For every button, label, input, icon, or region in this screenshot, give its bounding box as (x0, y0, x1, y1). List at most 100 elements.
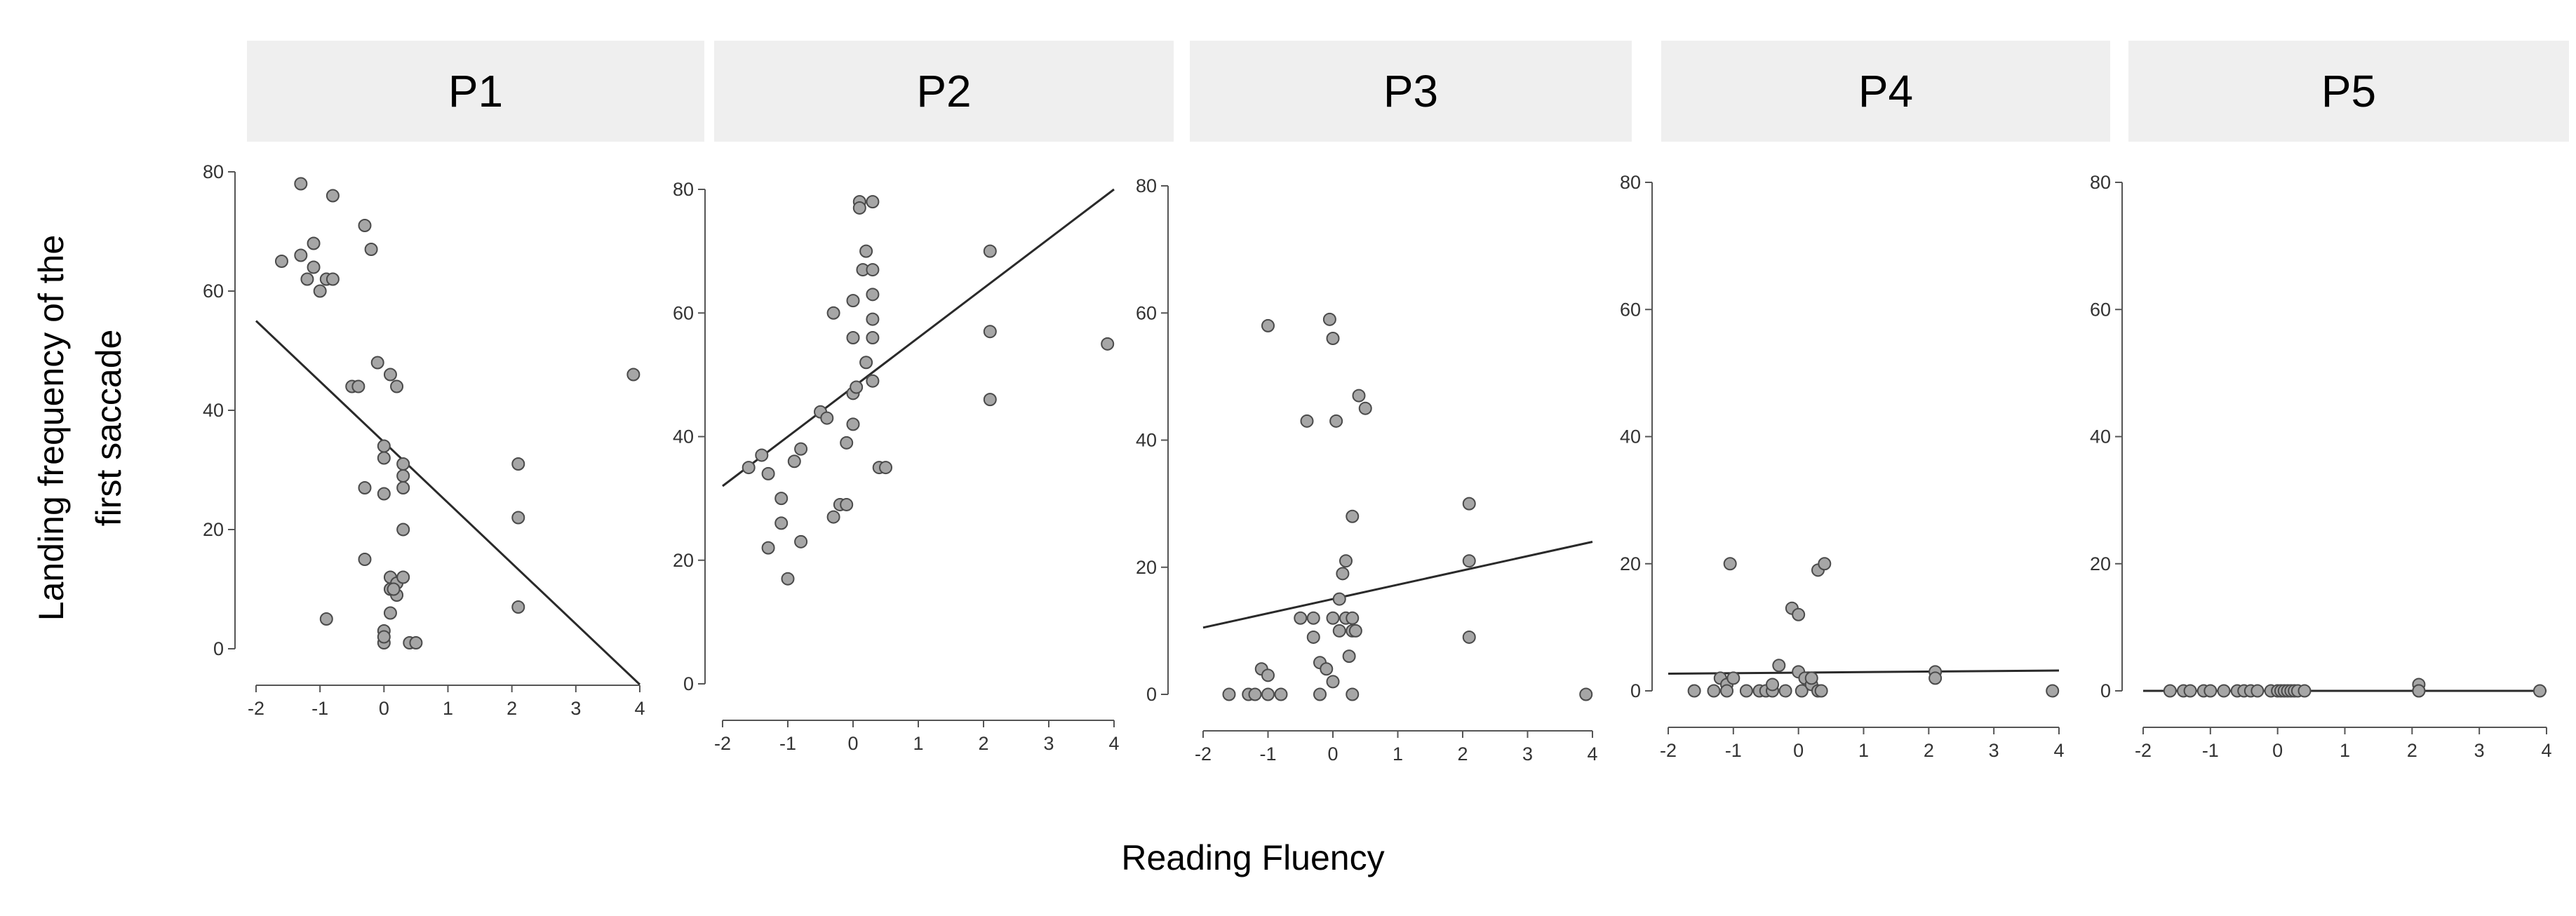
data-point-p2 (859, 356, 873, 370)
y-tick-label-p5: 0 (2100, 680, 2111, 701)
data-point-p2 (846, 294, 860, 308)
data-point-p5 (2533, 684, 2547, 698)
data-point-p2 (866, 195, 880, 209)
strip-p2 (714, 41, 1174, 142)
data-point-p2 (840, 436, 854, 450)
data-point-p1 (370, 356, 384, 370)
data-point-p1 (396, 570, 410, 584)
data-point-p4 (1814, 684, 1828, 698)
data-point-p2 (761, 541, 775, 555)
panel-p5: P5 0 20 40 60 80 -2 -1 0 1 2 3 4 (2090, 41, 2569, 761)
data-point-p2 (983, 325, 997, 339)
data-point-p5 (2412, 684, 2426, 698)
data-point-p2 (879, 461, 892, 475)
data-point-p2 (781, 572, 795, 586)
data-point-p3 (1346, 611, 1360, 625)
data-point-p5 (2203, 684, 2218, 698)
data-point-p3 (1332, 624, 1346, 638)
data-point-p1 (326, 189, 340, 203)
data-point-p2 (866, 374, 880, 388)
data-point-p3 (1342, 649, 1356, 664)
data-point-p4 (1772, 659, 1786, 673)
data-point-p1 (396, 469, 410, 483)
data-point-p4 (1778, 684, 1792, 698)
data-point-p4 (2046, 684, 2060, 698)
y-tick-label-p1: 0 (213, 638, 224, 659)
data-point-p1 (358, 553, 372, 566)
data-point-p4 (1720, 684, 1734, 698)
data-point-p1 (377, 439, 391, 453)
data-point-p3 (1320, 662, 1334, 676)
data-point-p2 (755, 448, 769, 462)
x-tick-label-p4: -1 (1725, 740, 1742, 761)
y-axis-title-line-1: Landing frequency of the (32, 235, 71, 621)
data-point-p3 (1329, 414, 1343, 428)
panel-p3: P3 0 20 40 60 80 -2 -1 0 1 2 3 4 (1136, 41, 1632, 765)
data-point-p3 (1326, 332, 1340, 345)
y-tick-label-p5: 40 (2090, 426, 2111, 447)
data-point-p3 (1261, 318, 1275, 332)
x-tick-label-p2: -2 (714, 733, 731, 754)
fit-line-p2 (722, 188, 1115, 487)
data-point-p2 (1101, 337, 1115, 351)
data-point-p1 (358, 219, 372, 232)
data-point-p2 (850, 380, 864, 394)
data-point-p1 (383, 606, 397, 620)
x-tick-label-p5: 2 (2407, 740, 2417, 761)
data-point-p3 (1326, 675, 1340, 689)
data-point-p2 (852, 201, 866, 215)
x-tick-label-p5: 0 (2272, 740, 2283, 761)
data-point-p2 (742, 461, 756, 475)
data-point-p3 (1346, 687, 1360, 701)
data-point-p1 (383, 368, 397, 382)
x-tick-label-p2: 2 (978, 733, 988, 754)
panel-p4: P4 0 20 40 60 80 -2 -1 0 1 2 3 4 (1620, 41, 2110, 761)
data-point-p3 (1313, 687, 1327, 701)
y-tick-label-p2: 80 (673, 179, 694, 200)
y-tick-label-p1: 40 (203, 400, 224, 421)
x-tick-label-p5: -2 (2135, 740, 2152, 761)
data-point-p3 (1306, 630, 1320, 644)
y-tick-label-p2: 0 (683, 673, 694, 694)
data-point-p1 (300, 272, 314, 286)
x-tick-label-p2: 0 (847, 733, 858, 754)
data-point-p1 (377, 487, 391, 501)
data-point-p4 (1726, 671, 1740, 685)
data-point-p3 (1322, 312, 1336, 326)
strip-label-p3: P3 (1383, 66, 1438, 116)
data-point-p5 (2163, 684, 2177, 698)
data-point-p1 (626, 368, 640, 382)
x-tick-label-p4: 0 (1793, 740, 1804, 761)
data-point-p2 (826, 510, 840, 524)
data-point-p3 (1300, 414, 1314, 428)
data-point-p1 (351, 379, 365, 393)
data-point-p1 (326, 272, 340, 286)
data-point-p1 (511, 457, 525, 471)
data-point-p4 (1687, 684, 1701, 698)
data-point-p4 (1804, 671, 1818, 685)
x-tick-label-p5: 3 (2474, 740, 2485, 761)
data-point-p3 (1248, 687, 1262, 701)
y-tick-label-p4: 20 (1620, 553, 1641, 574)
x-tick-label-p5: 4 (2541, 740, 2551, 761)
data-point-p3 (1348, 624, 1362, 638)
data-point-p4 (1818, 557, 1832, 571)
data-point-p5 (2297, 684, 2312, 698)
data-point-p1 (396, 481, 410, 494)
strip-p5 (2128, 41, 2569, 142)
x-tick-label-p1: -2 (248, 698, 264, 719)
x-tick-label-p4: -2 (1660, 740, 1677, 761)
data-point-p2 (774, 516, 789, 530)
x-tick-label-p1: 2 (507, 698, 517, 719)
x-tick-label-p1: 0 (379, 698, 389, 719)
data-point-p4 (1795, 684, 1809, 698)
data-point-p1 (274, 255, 288, 268)
data-point-p2 (774, 492, 789, 506)
data-point-p3 (1339, 554, 1353, 568)
x-tick-label-p1: 4 (634, 698, 645, 719)
y-tick-label-p2: 20 (673, 550, 694, 571)
data-point-p1 (294, 177, 308, 191)
fit-line-p3 (1202, 541, 1593, 629)
